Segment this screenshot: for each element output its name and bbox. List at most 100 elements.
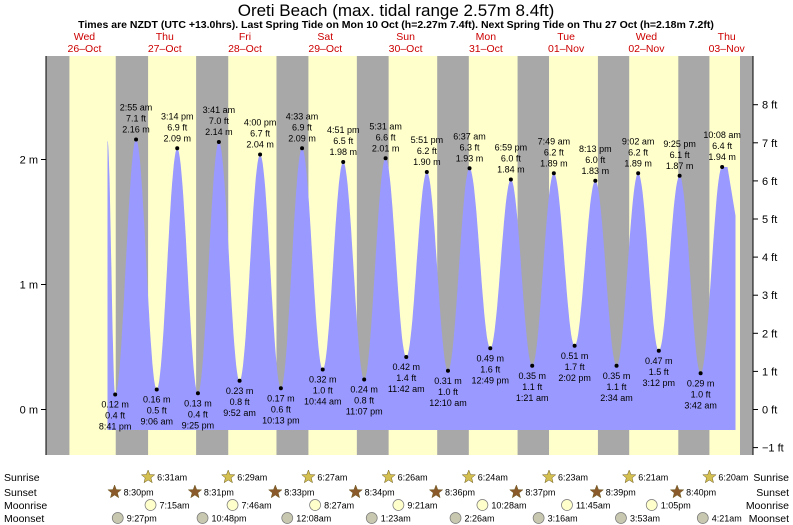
tide-point: [445, 368, 450, 373]
left-tick-label: 0 m: [20, 405, 38, 417]
right-tick-label: 2 ft: [762, 328, 777, 340]
tide-point: [508, 177, 513, 182]
right-tick-label: 6 ft: [762, 176, 777, 188]
high-tide-time: 5:31 am: [369, 121, 402, 131]
high-tide-feet: 6.9 ft: [167, 122, 188, 132]
sun-moon-rows: Sunrise Sunrise 6:31am 6:29am 6:27am 6:26am 6:…: [4, 469, 789, 525]
low-tide-time: 10:44 am: [304, 397, 342, 407]
moonrise-time: 10:28am: [491, 501, 526, 511]
high-tide-metres: 1.83 m: [582, 166, 610, 176]
day-weekday: Mon: [476, 31, 497, 43]
low-tide-time: 11:42 am: [388, 384, 425, 394]
moonrise-time: 9:21am: [407, 501, 437, 511]
high-tide-time: 4:51 pm: [327, 125, 360, 135]
moonset-icon: [449, 512, 462, 524]
low-tide-feet: 1.0 ft: [691, 389, 712, 399]
sunrise-time: 6:23am: [558, 473, 588, 483]
high-tide-time: 9:02 am: [622, 136, 655, 146]
tide-point: [530, 363, 535, 368]
sunset-time: 8:30pm: [124, 488, 154, 498]
low-tide-time: 9:52 am: [223, 408, 256, 418]
high-tide-metres: 2.09 m: [288, 133, 316, 143]
day-date: 01–Nov: [548, 43, 585, 55]
low-tide-feet: 1.0 ft: [438, 387, 459, 397]
tide-point: [175, 146, 180, 151]
sunset-icon: [187, 484, 203, 499]
low-tide-metres: 0.42 m: [392, 362, 420, 372]
left-tick-label: 2 m: [20, 155, 38, 167]
day-weekday: Sat: [317, 31, 333, 43]
right-tick-label: −1 ft: [762, 443, 784, 455]
low-tide-time: 11:07 pm: [346, 407, 383, 417]
low-tide-metres: 0.29 m: [687, 378, 715, 388]
moonrise-row-label-right: Moonrise: [746, 500, 789, 512]
right-tick-label: 3 ft: [762, 290, 777, 302]
low-tide-feet: 0.8 ft: [230, 397, 251, 407]
right-tick-label: 4 ft: [762, 252, 777, 264]
low-tide-metres: 0.49 m: [477, 353, 505, 363]
high-tide-metres: 2.04 m: [246, 140, 274, 150]
low-tide-metres: 0.31 m: [434, 376, 462, 386]
high-tide-feet: 6.0 ft: [585, 155, 606, 165]
high-tide-time: 3:41 am: [203, 105, 236, 115]
low-tide-metres: 0.35 m: [518, 371, 546, 381]
low-tide-feet: 1.6 ft: [480, 364, 501, 374]
sunset-icon: [107, 484, 122, 499]
moonrise-icon: [392, 499, 405, 511]
high-tide-time: 4:00 pm: [244, 118, 277, 128]
low-tide-feet: 1.1 ft: [522, 382, 543, 392]
sunrise-time: 6:26am: [398, 473, 428, 483]
sunrise-icon: [621, 469, 637, 484]
high-tide-metres: 1.98 m: [329, 147, 357, 157]
high-tide-time: 6:37 am: [453, 131, 486, 141]
sunrise-time: 6:31am: [157, 473, 187, 483]
sunrise-icon: [301, 469, 316, 484]
tide-point: [614, 363, 619, 368]
tide-point: [278, 386, 283, 391]
tide-point: [593, 178, 598, 183]
sunrise-time: 6:27am: [317, 473, 347, 483]
high-tide-time: 10:08 am: [703, 130, 741, 140]
tide-point: [134, 137, 139, 142]
sunrise-icon: [702, 469, 717, 484]
day-weekday: Thu: [718, 31, 736, 43]
low-tide-time: 3:42 am: [684, 400, 717, 410]
high-tide-metres: 2.14 m: [205, 127, 233, 137]
moonset-icon: [365, 512, 378, 524]
tide-point: [404, 355, 409, 359]
sunrise-time: 6:24am: [478, 473, 508, 483]
high-tide-feet: 7.1 ft: [126, 114, 147, 124]
high-tide-time: 3:14 pm: [161, 111, 194, 121]
low-tide-metres: 0.35 m: [603, 371, 631, 381]
low-tide-feet: 1.1 ft: [607, 382, 628, 392]
sunset-time: 8:34pm: [365, 488, 395, 498]
low-tide-feet: 0.5 ft: [147, 406, 168, 416]
tide-point: [237, 378, 242, 383]
high-tide-feet: 7.0 ft: [209, 116, 230, 126]
low-tide-feet: 0.8 ft: [354, 396, 375, 406]
day-labels: Wed26–OctThu27–OctFri28–OctSat29–OctSun3…: [68, 31, 746, 55]
day-date: 28–Oct: [228, 43, 262, 55]
high-tide-metres: 1.89 m: [624, 158, 652, 168]
day-date: 31–Oct: [469, 43, 503, 55]
tide-point: [300, 146, 305, 151]
low-tide-feet: 1.4 ft: [396, 373, 417, 383]
chart-title: Oreti Beach (max. tidal range 2.57m 8.4f…: [238, 1, 555, 20]
sunrise-time: 6:29am: [237, 473, 267, 483]
moonrise-time: 8:27am: [324, 501, 354, 511]
day-date: 03–Nov: [709, 43, 746, 55]
low-tide-time: 1:21 am: [516, 393, 549, 403]
day-weekday: Fri: [239, 31, 251, 43]
sunset-time: 8:36pm: [445, 488, 475, 498]
low-tide-metres: 0.24 m: [350, 385, 378, 395]
sunset-time: 8:37pm: [525, 488, 555, 498]
moonrise-icon: [144, 499, 157, 511]
right-tick-label: 5 ft: [762, 214, 777, 226]
moonset-icon: [111, 512, 124, 524]
moonset-icon: [696, 512, 709, 524]
high-tide-time: 5:51 pm: [411, 135, 444, 145]
low-tide-feet: 1.5 ft: [649, 367, 670, 377]
high-tide-feet: 6.6 ft: [376, 132, 397, 142]
tide-point: [424, 170, 429, 174]
high-tide-metres: 1.94 m: [708, 152, 736, 162]
